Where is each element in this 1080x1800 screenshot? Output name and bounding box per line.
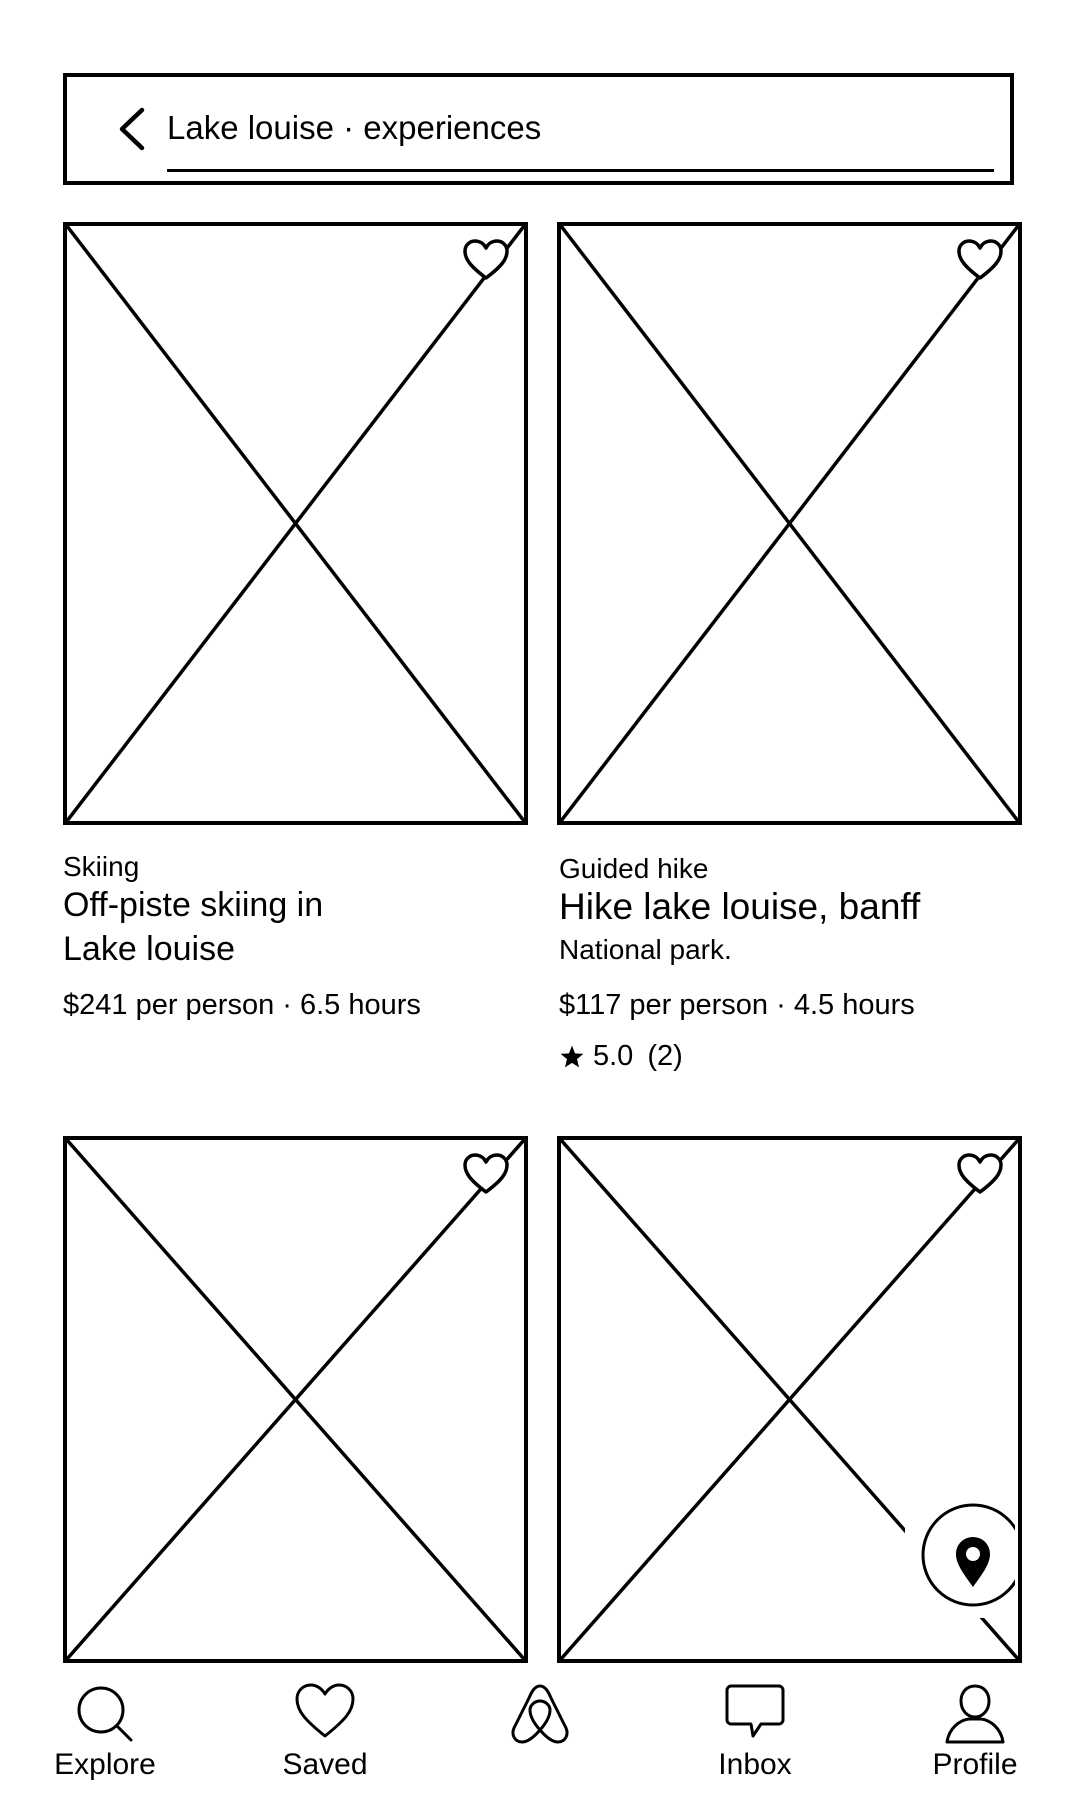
listing-price-duration: $241 per person · 6.5 hours: [63, 989, 421, 1021]
review-count: (2): [647, 1040, 683, 1072]
rating-value: 5.0: [593, 1040, 634, 1072]
tab-label: Inbox: [718, 1748, 792, 1781]
tab-label: Profile: [932, 1748, 1018, 1781]
heart-icon: [295, 1683, 355, 1738]
listing-rating: 5.0 (2): [559, 1040, 683, 1073]
tab-home[interactable]: [470, 1660, 610, 1800]
map-button[interactable]: [905, 1493, 1015, 1618]
listing-category: Guided hike: [559, 853, 709, 884]
listing-category: Skiing: [63, 851, 140, 882]
search-underline: [167, 169, 994, 172]
search-bar[interactable]: Lake louise · experiences: [63, 73, 1014, 185]
listing-title[interactable]: Hike lake louise, banff: [559, 886, 921, 927]
search-query[interactable]: Lake louise · experiences: [167, 109, 542, 146]
favorite-heart-icon[interactable]: [462, 238, 510, 282]
favorite-heart-icon[interactable]: [956, 1152, 1004, 1196]
listing-image-3[interactable]: [63, 1136, 528, 1663]
favorite-heart-icon[interactable]: [956, 238, 1004, 282]
image-placeholder: [561, 226, 1018, 821]
listing-subtitle: National park.: [559, 934, 732, 965]
listing-title-line-2[interactable]: Lake louise: [63, 930, 236, 968]
image-placeholder: [67, 1140, 524, 1659]
back-arrow-icon[interactable]: [112, 104, 152, 154]
listing-price-duration: $117 per person · 4.5 hours: [559, 989, 915, 1021]
tab-explore[interactable]: Explore: [30, 1660, 180, 1800]
star-icon: [560, 1045, 584, 1068]
chat-bubble-icon: [725, 1684, 785, 1738]
listing-image-1[interactable]: [63, 222, 528, 825]
tab-label: Explore: [54, 1748, 156, 1781]
bottom-tab-bar: Explore Saved Inbox Profile: [0, 1660, 1080, 1800]
listing-image-2[interactable]: [557, 222, 1022, 825]
user-icon: [945, 1684, 1005, 1744]
tab-inbox[interactable]: Inbox: [680, 1660, 830, 1800]
image-placeholder: [67, 226, 524, 821]
search-icon: [77, 1686, 133, 1742]
airbnb-logo-icon: [511, 1684, 569, 1744]
listing-title-line-1[interactable]: Off-piste skiing in: [63, 886, 324, 924]
tab-profile[interactable]: Profile: [900, 1660, 1050, 1800]
map-pin-icon: [921, 1503, 1015, 1607]
tab-saved[interactable]: Saved: [250, 1660, 400, 1800]
tab-label: Saved: [282, 1748, 368, 1781]
favorite-heart-icon[interactable]: [462, 1152, 510, 1196]
